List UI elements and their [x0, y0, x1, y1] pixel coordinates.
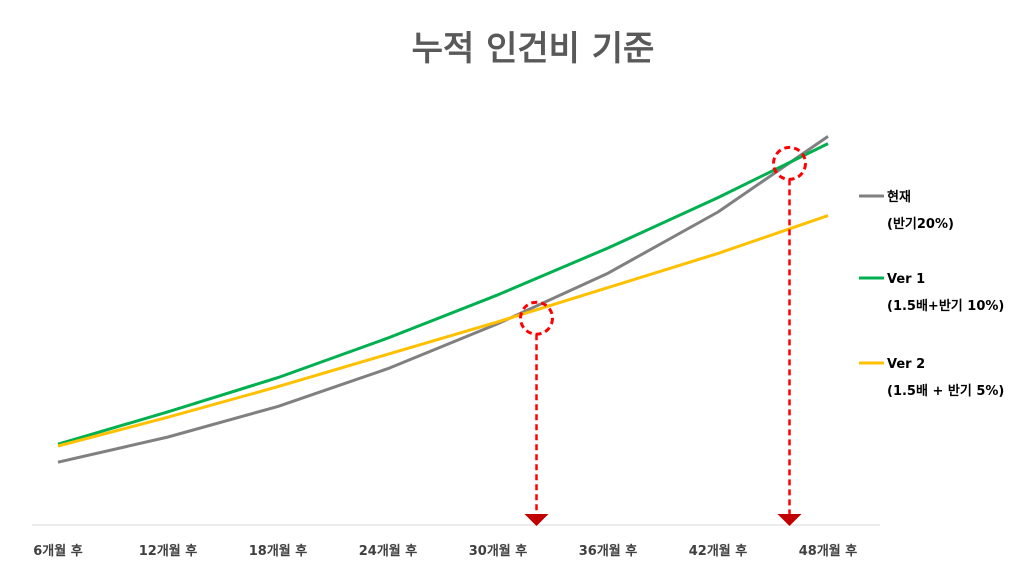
crossover-annotations [519, 145, 807, 526]
legend: 현재 (반기20%) Ver 1 (1.5배+반기 10%) Ver 2 (1.5배 + … [859, 189, 1004, 399]
legend-sublabel-2: (1.5배 + 반기 5%) [887, 383, 1004, 399]
crossover-arrow-1 [777, 514, 802, 526]
legend-label-2: Ver 2 [887, 357, 925, 372]
crossover-arrow-0 [524, 514, 549, 526]
x-tick-label: 12개월 후 [139, 543, 198, 559]
x-tick-label: 18개월 후 [249, 543, 308, 559]
x-tick-label: 42개월 후 [689, 543, 748, 559]
series-line-2 [57, 214, 829, 448]
series-line-1 [57, 142, 829, 446]
legend-label-0: 현재 [887, 189, 911, 205]
legend-sublabel-0: (반기20%) [887, 216, 954, 232]
x-tick-labels: 6개월 후 12개월 후 18개월 후 24개월 후 30개월 후 36개월 후 42개월 … [33, 543, 857, 559]
x-tick-label: 24개월 후 [359, 543, 418, 559]
x-tick-label: 48개월 후 [799, 543, 858, 559]
series-line-0 [57, 135, 829, 464]
legend-sublabel-1: (1.5배+반기 10%) [887, 298, 1004, 314]
chart-title: 누적 인건비 기준 [412, 29, 655, 69]
series-lines [57, 135, 829, 464]
x-tick-label: 6개월 후 [33, 543, 82, 559]
x-tick-label: 30개월 후 [469, 543, 528, 559]
x-tick-label: 36개월 후 [579, 543, 638, 559]
legend-label-1: Ver 1 [887, 272, 925, 287]
